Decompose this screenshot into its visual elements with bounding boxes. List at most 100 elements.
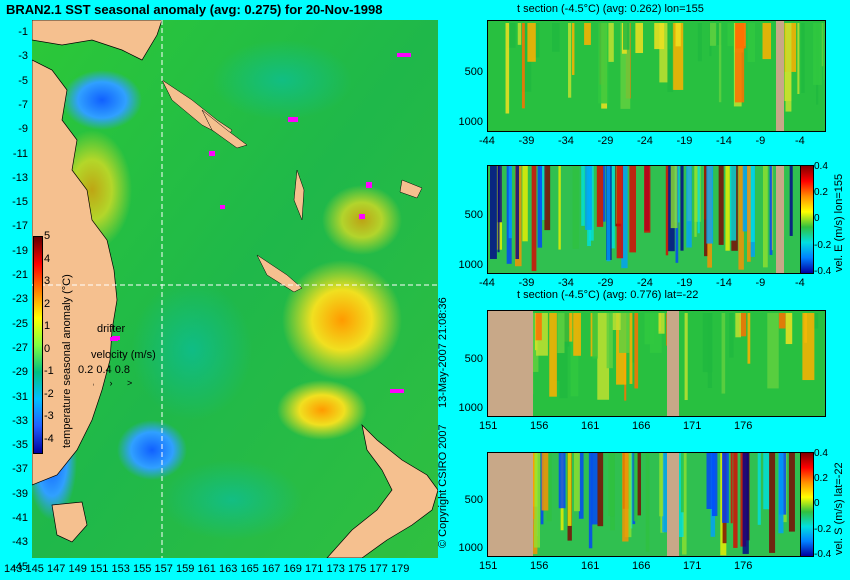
velocity-colorbar-tick: 0.4 xyxy=(814,161,828,172)
lat-tick: -35 xyxy=(12,439,28,452)
velocity-colorbar-tick: 0.2 xyxy=(814,473,828,485)
sst-colorbar-tick: 4 xyxy=(44,252,51,265)
velocity-label: velocity (m/s) xyxy=(91,349,156,361)
x-tick: 176 xyxy=(734,420,753,432)
lat-tick: -37 xyxy=(12,463,28,476)
x-tick: 171 xyxy=(683,420,702,432)
x-tick: 171 xyxy=(683,560,702,572)
lat-tick: -1 xyxy=(18,26,28,38)
lon-tick: 159 xyxy=(176,563,195,575)
x-tick: -44 xyxy=(479,277,495,289)
sst-colorbar-tick: 2 xyxy=(44,297,51,310)
x-tick: -14 xyxy=(716,277,732,289)
section-plot-2 xyxy=(487,165,801,274)
lat-tick: -27 xyxy=(12,341,28,354)
lon-tick: 143 xyxy=(4,563,23,575)
velocity-colorbar-tick: -0.4 xyxy=(814,265,832,277)
lat-tick: -13 xyxy=(12,171,28,184)
map-title: BRAN2.1 SST seasonal anomaly (avg: 0.275… xyxy=(6,2,383,17)
sst-colorbar-tick: 0 xyxy=(44,342,51,355)
lon-tick: 157 xyxy=(154,563,173,575)
drifter-legend-marker xyxy=(110,337,118,341)
x-tick: -29 xyxy=(597,277,614,289)
lat-tick: -41 xyxy=(12,512,28,524)
lon-tick: 165 xyxy=(240,563,259,575)
depth-tick: 1000 xyxy=(458,541,483,554)
sst-colorbar-tick: -4 xyxy=(44,432,54,445)
lat-tick: -7 xyxy=(18,98,28,111)
x-tick: -34 xyxy=(558,135,574,147)
sst-colorbar-tick: -2 xyxy=(44,387,54,400)
depth-tick: 500 xyxy=(464,353,483,366)
x-tick: 166 xyxy=(632,560,651,572)
velocity-ticks: 0.2 0.4 0.8 xyxy=(78,364,130,376)
copyright: © Copyright CSIRO 2007 xyxy=(437,424,449,548)
velocity-colorbar xyxy=(800,165,814,274)
x-tick: -4 xyxy=(795,277,805,289)
drifter-label: drifter xyxy=(97,323,126,335)
lat-tick: -9 xyxy=(18,123,28,136)
velocity-colorbar-tick: 0 xyxy=(814,498,820,510)
depth-tick: 1000 xyxy=(458,258,483,271)
lat-tick: -23 xyxy=(12,293,28,306)
x-tick: 176 xyxy=(734,560,753,572)
x-tick: -19 xyxy=(676,277,693,289)
lon-tick: 147 xyxy=(47,563,66,575)
x-tick: -34 xyxy=(558,277,574,289)
lon-tick: 161 xyxy=(197,563,216,575)
lon-tick: 171 xyxy=(305,563,324,575)
lat-tick: -19 xyxy=(12,244,28,257)
lat-tick: -25 xyxy=(12,317,28,330)
panel-title: t section (-4.5°C) (avg: 0.776) lat=-22 xyxy=(517,289,699,301)
lat-tick: -33 xyxy=(12,414,28,427)
x-tick: -9 xyxy=(755,135,766,147)
depth-tick: 1000 xyxy=(458,401,483,414)
sst-colorbar-tick: 3 xyxy=(44,275,51,287)
lat-tick: -29 xyxy=(12,366,28,379)
x-tick: -24 xyxy=(637,277,653,289)
x-tick: -24 xyxy=(637,135,653,147)
sst-colorbar-tick: 1 xyxy=(44,320,51,332)
lat-tick: -3 xyxy=(18,50,28,63)
velocity-colorbar-tick: 0.4 xyxy=(814,448,828,459)
lat-tick: -15 xyxy=(12,196,28,209)
x-tick: 151 xyxy=(479,420,498,432)
new-zealand-land xyxy=(326,423,438,558)
lon-tick: 151 xyxy=(90,563,109,575)
lon-tick: 169 xyxy=(283,563,302,575)
lat-tick: -11 xyxy=(12,147,28,160)
australia-land xyxy=(32,59,118,486)
velocity-arrows: ˒ › > xyxy=(92,378,139,388)
x-tick: -4 xyxy=(795,135,805,147)
velocity-colorbar-tick: 0.2 xyxy=(814,187,828,199)
lat-tick: -31 xyxy=(12,390,28,403)
section-plot-1 xyxy=(487,20,826,132)
depth-tick: 500 xyxy=(464,65,483,78)
x-tick: 161 xyxy=(581,560,600,572)
sst-colorbar-tick: -1 xyxy=(44,365,54,377)
sst-colorbar-label: temperature seasonal anomaly (°C) xyxy=(61,274,73,448)
lat-tick: -5 xyxy=(18,74,28,87)
x-tick: 151 xyxy=(479,560,498,572)
tasmania-land xyxy=(51,501,88,543)
velocity-colorbar xyxy=(800,452,814,557)
x-tick: -39 xyxy=(518,135,535,147)
velocity-colorbar-tick: -0.4 xyxy=(814,548,832,560)
x-tick: 156 xyxy=(530,420,549,432)
timestamp: 13-May-2007 21:08:36 xyxy=(437,297,449,408)
lat-tick: -45 xyxy=(12,560,28,573)
x-tick: -29 xyxy=(597,135,614,147)
x-tick: 161 xyxy=(581,420,600,432)
lon-tick: 173 xyxy=(326,563,345,575)
velocity-colorbar-tick: -0.2 xyxy=(814,239,832,251)
lon-tick: 175 xyxy=(348,563,367,575)
x-tick: -9 xyxy=(755,277,766,289)
lon-tick: 145 xyxy=(25,563,44,575)
velocity-colorbar-tick: -0.2 xyxy=(814,523,832,535)
sst-colorbar-tick: -3 xyxy=(44,410,54,422)
section-plot-4 xyxy=(487,452,801,557)
lon-tick: 153 xyxy=(111,563,130,575)
lon-tick: 167 xyxy=(262,563,281,575)
lat-tick: -43 xyxy=(12,536,28,549)
section-plot-3 xyxy=(487,310,826,417)
